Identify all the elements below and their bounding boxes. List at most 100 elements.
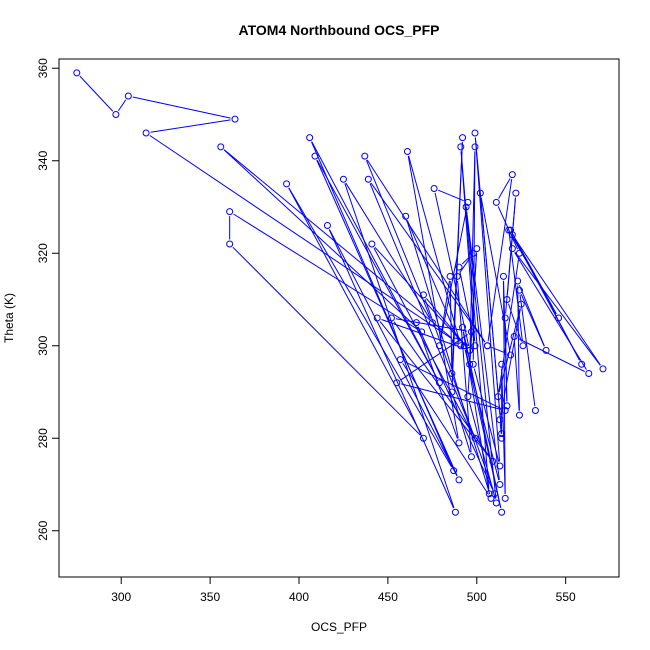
data-point [428, 319, 436, 327]
data-point [499, 272, 507, 280]
data-point [466, 346, 474, 354]
data-point [498, 434, 506, 442]
series-segment [506, 197, 517, 296]
series-segment [369, 183, 474, 435]
series-segment [473, 368, 500, 462]
data-point [507, 351, 515, 359]
series-segment [79, 75, 114, 112]
series-segment [508, 234, 523, 342]
series-segment [366, 159, 486, 343]
series-segment [487, 179, 513, 342]
series-lines [79, 75, 601, 509]
data-point [311, 152, 319, 160]
data-point [466, 360, 474, 368]
series-segment [373, 247, 474, 435]
x-tick-label: 550 [556, 590, 576, 604]
data-point [464, 393, 472, 401]
y-tick-label: 320 [36, 243, 50, 263]
x-tick-label: 500 [467, 590, 487, 604]
data-point [469, 249, 477, 257]
series-segment [517, 285, 520, 411]
data-point [339, 175, 347, 183]
data-point [435, 342, 443, 350]
y-axis: 260 280 300 320 340 360 [36, 58, 59, 541]
series-segment [417, 326, 494, 490]
series-segment [232, 246, 421, 436]
data-point [361, 152, 369, 160]
data-point [496, 462, 504, 470]
series-segment [498, 308, 521, 393]
data-point [498, 360, 506, 368]
data-point [491, 490, 499, 498]
series-segment [498, 178, 511, 199]
data-point [435, 379, 443, 387]
data-point [496, 481, 504, 488]
series-segment [514, 251, 601, 366]
series-segment [520, 294, 545, 347]
data-point [473, 245, 481, 253]
series-segment [499, 424, 502, 434]
series-segment [466, 211, 497, 499]
data-point [142, 129, 150, 137]
series-segment [150, 119, 231, 133]
data-point [460, 342, 468, 350]
series-segment [132, 96, 231, 119]
y-tick-label: 280 [36, 428, 50, 448]
data-point [517, 300, 525, 308]
data-point [515, 286, 523, 294]
data-point [455, 263, 463, 271]
data-point [124, 92, 132, 100]
data-point [464, 198, 472, 206]
series-segment [400, 333, 469, 381]
series-segment [316, 160, 458, 476]
data-point [364, 175, 372, 183]
series-segment [468, 400, 496, 499]
x-axis-label: OCS_PFP [311, 620, 367, 634]
data-point [373, 314, 381, 322]
data-point [467, 328, 475, 336]
series-segment [223, 149, 419, 330]
series-segment [439, 280, 450, 342]
series-segment [514, 238, 601, 366]
data-point [519, 342, 527, 350]
x-tick-label: 350 [200, 590, 220, 604]
data-point [471, 143, 479, 151]
data-point [419, 434, 427, 442]
data-point [487, 494, 495, 502]
series-segment [407, 155, 459, 439]
data-point [459, 323, 467, 331]
data-point [457, 143, 465, 151]
data-point [448, 370, 456, 377]
data-point [508, 231, 516, 239]
series-segment [395, 318, 468, 332]
series-segment [223, 149, 453, 339]
data-point [283, 180, 291, 188]
data-point [448, 388, 456, 396]
y-axis-label: Theta (K) [2, 293, 16, 343]
series-segment [517, 338, 585, 372]
series-segment [406, 220, 460, 342]
data-point [368, 240, 376, 248]
data-point [453, 272, 461, 280]
data-point [462, 203, 470, 211]
data-point [412, 319, 420, 327]
series-segment [345, 182, 431, 320]
series-segment [507, 303, 523, 342]
data-point [419, 291, 427, 299]
chart-title: ATOM4 Northbound OCS_PFP [239, 22, 440, 38]
data-point [585, 370, 593, 377]
y-tick-label: 300 [36, 335, 50, 355]
data-point [515, 411, 523, 419]
data-point [403, 148, 411, 155]
x-axis: 300 350 400 450 500 550 [111, 577, 576, 604]
data-point [512, 189, 520, 197]
series-segment [424, 298, 494, 490]
data-point [396, 356, 404, 364]
data-point [450, 467, 458, 475]
series-segment [469, 151, 476, 360]
data-point [387, 314, 395, 322]
data-point [430, 185, 438, 192]
plot-frame [58, 58, 620, 578]
series-segment [504, 322, 508, 402]
